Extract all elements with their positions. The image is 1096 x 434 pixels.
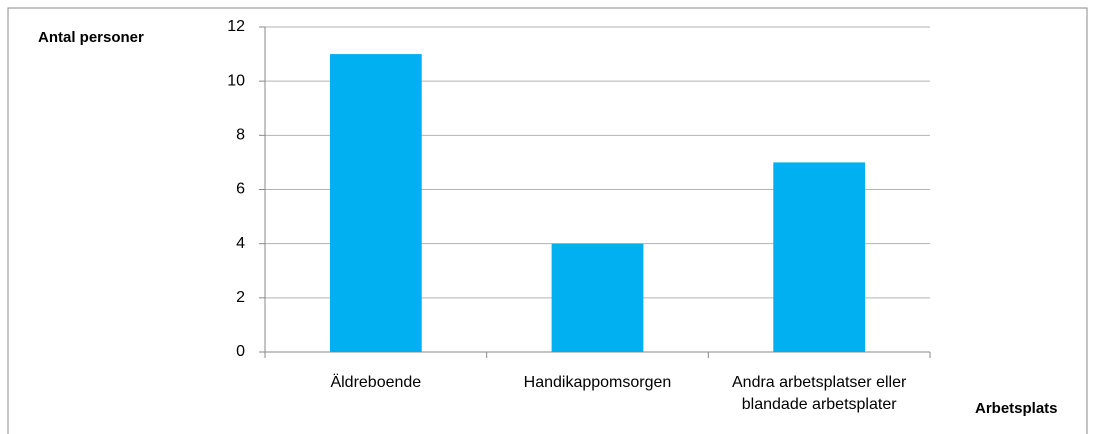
x-tick-label-box: Andra arbetsplatser eller blandade arbet…	[732, 374, 907, 413]
y-tick-label: 6	[236, 181, 245, 198]
y-axis-title: Antal personer	[38, 29, 144, 46]
x-tick-label: Andra arbetsplatser eller blandade arbet…	[732, 374, 907, 413]
y-tick-label: 10	[227, 72, 245, 89]
chart-frame	[7, 7, 1088, 434]
x-tick-label: Äldreboende	[330, 374, 422, 391]
x-axis-title: Arbetsplats	[975, 400, 1058, 417]
y-tick-label: 12	[227, 18, 245, 35]
y-tick-label: 0	[236, 343, 245, 360]
y-tick-label: 2	[236, 289, 245, 306]
x-tick-label-box: Äldreboende	[330, 374, 422, 391]
bar	[329, 54, 422, 352]
bar	[773, 162, 866, 352]
bar	[551, 243, 644, 352]
y-tick-label: 4	[236, 235, 245, 252]
y-tick-label: 8	[236, 127, 245, 144]
x-tick-label: Handikappomsorgen	[523, 374, 672, 391]
x-tick-label-box: Handikappomsorgen	[523, 374, 672, 391]
